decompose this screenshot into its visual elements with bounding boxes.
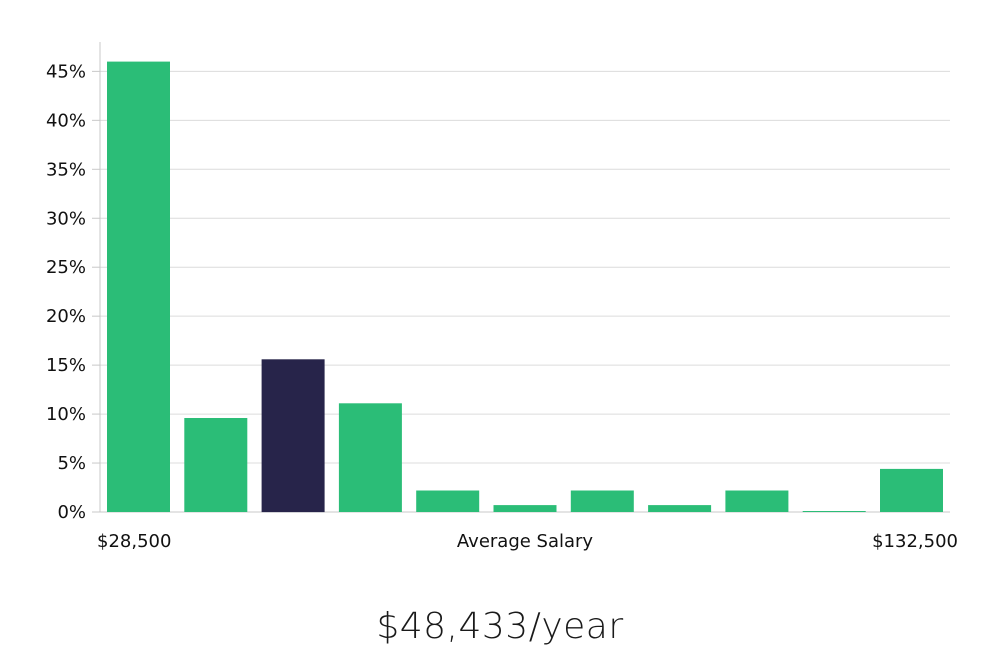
y-tick-label: 15%	[46, 355, 86, 376]
y-tick-label: 10%	[46, 404, 86, 425]
average-salary-headline: $48,433/year	[376, 606, 624, 647]
bar	[725, 490, 789, 512]
y-tick-label: 40%	[46, 110, 86, 131]
bar	[416, 490, 480, 512]
y-tick-label: 0%	[57, 502, 86, 523]
salary-histogram: 0% 5% 10% 15% 20% 25% 30% 35% 40% 45% $28,500 Ave…	[46, 42, 958, 552]
bar	[107, 61, 170, 512]
x-min-label: $28,500	[97, 531, 171, 552]
y-tick-labels: 0% 5% 10% 15% 20% 25% 30% 35% 40% 45%	[46, 61, 100, 523]
bar	[493, 505, 557, 512]
bar	[648, 505, 712, 512]
bar	[880, 468, 943, 512]
bar	[802, 511, 866, 512]
bar	[338, 403, 402, 512]
x-axis-title: Average Salary	[457, 531, 594, 552]
bar	[184, 418, 248, 512]
y-tick-label: 35%	[46, 159, 86, 180]
y-tick-label: 5%	[57, 453, 86, 474]
y-tick-label: 20%	[46, 306, 86, 327]
x-max-label: $132,500	[872, 531, 958, 552]
bars	[107, 61, 943, 513]
y-tick-label: 25%	[46, 257, 86, 278]
bar	[570, 490, 634, 512]
y-tick-label: 30%	[46, 208, 86, 229]
x-axis-labels: $28,500 Average Salary $132,500	[97, 531, 958, 552]
y-tick-label: 45%	[46, 61, 86, 82]
bar-highlighted	[261, 359, 325, 513]
gridlines	[100, 70, 950, 464]
